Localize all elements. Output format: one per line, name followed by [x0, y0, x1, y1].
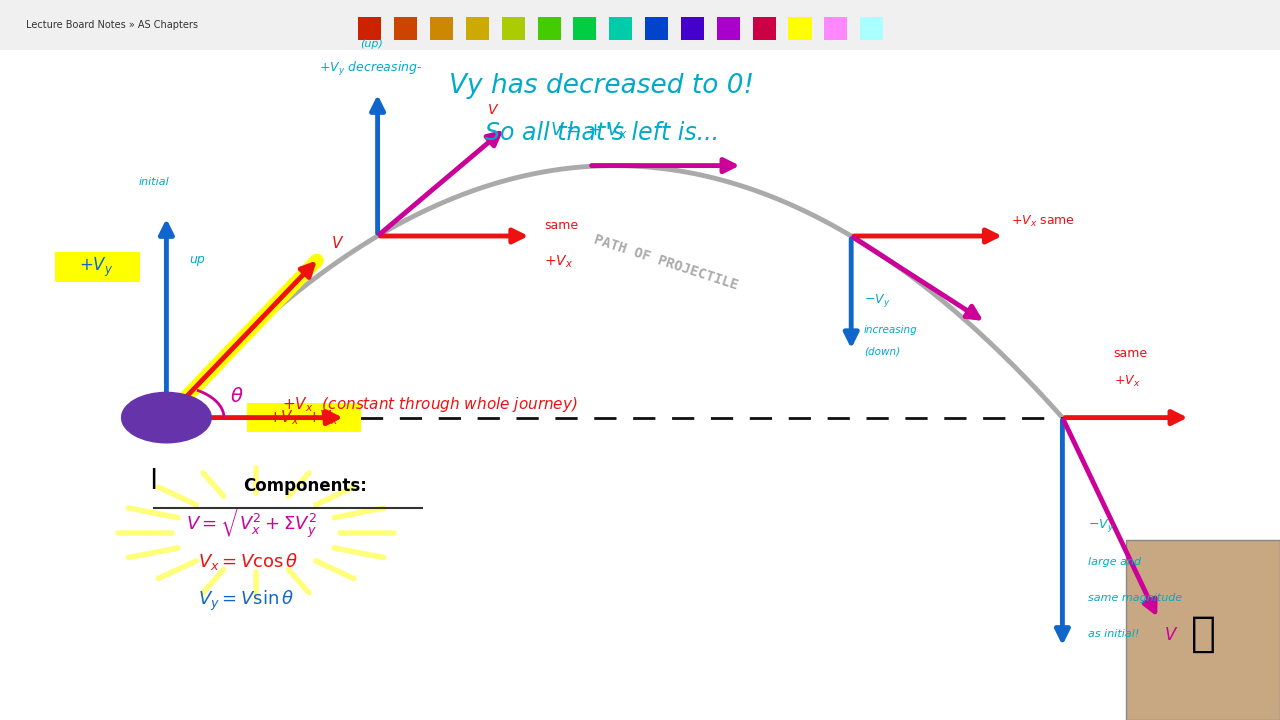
Bar: [717, 17, 740, 40]
Text: $+V_x$: $+V_x$: [269, 408, 300, 427]
Text: Vy has decreased to 0!: Vy has decreased to 0!: [449, 73, 754, 99]
Text: $V = +V_x$: $V = +V_x$: [549, 120, 628, 140]
Text: V: V: [1165, 626, 1176, 644]
Text: $+V_x$ same: $+V_x$ same: [1011, 214, 1075, 229]
Text: $V_y = V \sin \theta$: $V_y = V \sin \theta$: [198, 589, 294, 613]
Bar: [753, 17, 776, 40]
Bar: [645, 17, 668, 40]
Text: $+V_y$: $+V_y$: [79, 256, 113, 279]
Text: θ: θ: [230, 387, 243, 405]
Text: initial: initial: [138, 177, 169, 187]
Text: $V = \sqrt{V_x^2 + \Sigma V_y^2}$: $V = \sqrt{V_x^2 + \Sigma V_y^2}$: [186, 504, 321, 540]
Text: $+V_x$: $+V_x$: [307, 408, 338, 427]
Text: (down): (down): [864, 346, 900, 356]
FancyBboxPatch shape: [285, 403, 361, 432]
Text: same magnitude: same magnitude: [1088, 593, 1183, 603]
FancyBboxPatch shape: [1126, 540, 1280, 720]
Text: same: same: [1114, 347, 1148, 360]
Text: V: V: [488, 103, 498, 117]
FancyBboxPatch shape: [0, 0, 1280, 50]
Text: up: up: [189, 253, 205, 266]
Text: Lecture Board Notes » AS Chapters: Lecture Board Notes » AS Chapters: [26, 20, 197, 30]
Circle shape: [122, 392, 211, 443]
Text: as initial!: as initial!: [1088, 629, 1139, 639]
Text: increasing: increasing: [864, 325, 918, 335]
Text: Components:: Components:: [243, 477, 367, 495]
Text: So all that's left is...: So all that's left is...: [485, 121, 718, 145]
Text: |: |: [150, 468, 157, 490]
Bar: [502, 17, 525, 40]
Text: $+V_x$: $+V_x$: [1114, 374, 1140, 389]
Bar: [681, 17, 704, 40]
FancyBboxPatch shape: [55, 252, 140, 282]
Text: $+V_y$ decreasing-: $+V_y$ decreasing-: [320, 60, 422, 78]
Bar: [788, 17, 812, 40]
Text: $V_x = V \cos \theta$: $V_x = V \cos \theta$: [198, 551, 300, 572]
Bar: [824, 17, 847, 40]
Text: $-V_y$: $-V_y$: [864, 292, 891, 310]
Text: $-V_y$: $-V_y$: [1088, 517, 1115, 534]
Text: PATH OF PROJECTILE: PATH OF PROJECTILE: [591, 233, 740, 293]
FancyBboxPatch shape: [247, 403, 323, 432]
Text: (up): (up): [360, 39, 383, 49]
Text: V: V: [332, 236, 342, 251]
Bar: [394, 17, 417, 40]
Bar: [538, 17, 561, 40]
Text: $+V_x$  (constant through whole journey): $+V_x$ (constant through whole journey): [282, 395, 577, 414]
Text: 👤: 👤: [1190, 613, 1216, 654]
Bar: [430, 17, 453, 40]
Text: large and: large and: [1088, 557, 1142, 567]
Bar: [358, 17, 381, 40]
Bar: [609, 17, 632, 40]
Text: $+V_x$: $+V_x$: [544, 254, 573, 271]
Bar: [466, 17, 489, 40]
Text: same: same: [544, 220, 579, 233]
Bar: [573, 17, 596, 40]
Bar: [860, 17, 883, 40]
